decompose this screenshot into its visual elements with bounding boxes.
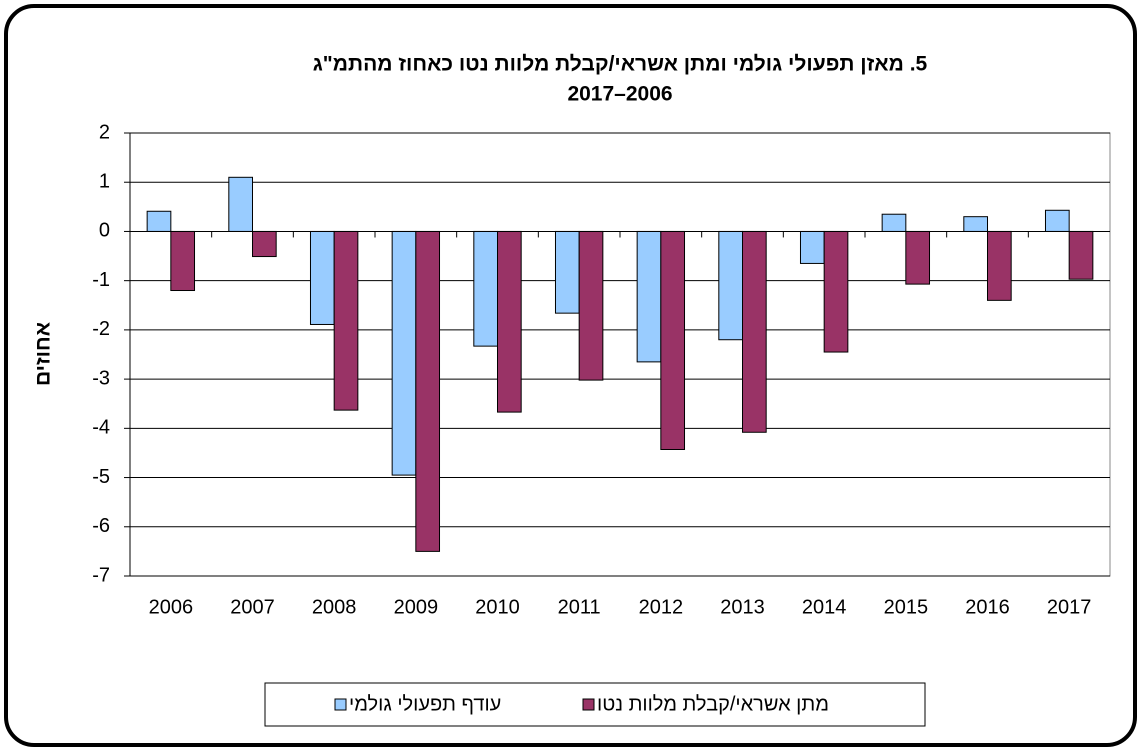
- x-tick-label: 2014: [802, 596, 847, 618]
- bar: [636, 230, 662, 363]
- x-tick-label: 2009: [394, 596, 439, 618]
- y-tick-label: -4: [92, 417, 110, 439]
- legend-label: מתן אשראי/קבלת מלוות נטו: [597, 693, 829, 715]
- bar: [228, 176, 253, 232]
- y-tick-label: -7: [92, 564, 110, 586]
- bar: [309, 230, 335, 325]
- bar: [554, 230, 580, 314]
- chart-subtitle: 2017–2006: [567, 83, 672, 106]
- y-axis-label: אחוזים: [32, 322, 55, 386]
- y-tick-label: -1: [92, 269, 110, 291]
- x-tick-label: 2011: [558, 596, 601, 618]
- bar: [799, 230, 825, 264]
- bar: [1044, 209, 1070, 232]
- chart-title: 5. מאזן תפעולי גולמי ומתן אשראי/קבלת מלו…: [313, 53, 928, 76]
- legend-swatch: [582, 698, 595, 711]
- x-tick-label: 2017: [1047, 596, 1092, 618]
- bar: [497, 230, 522, 413]
- x-tick-label: 2010: [475, 596, 520, 618]
- bar: [987, 230, 1012, 301]
- y-tick-label: -5: [92, 466, 110, 488]
- legend-label: עודף תפעולי גולמי: [349, 693, 501, 715]
- y-tick-label: 2: [99, 121, 110, 143]
- bar: [578, 230, 604, 381]
- y-tick-label: -2: [92, 318, 110, 340]
- bar: [146, 210, 172, 232]
- plot-area: [129, 132, 1111, 577]
- x-tick-label: 2012: [639, 596, 684, 618]
- y-tick-label: 1: [99, 171, 110, 193]
- bar: [742, 230, 767, 433]
- y-tick-label: 0: [99, 220, 110, 242]
- x-tick-label: 2008: [312, 596, 357, 618]
- bar: [170, 230, 196, 292]
- bar: [252, 230, 277, 258]
- legend-swatch: [334, 698, 347, 711]
- bar: [415, 230, 441, 552]
- x-tick-label: 2007: [230, 596, 275, 618]
- bar: [391, 230, 417, 476]
- bar: [963, 216, 988, 232]
- x-tick-label: 2013: [720, 596, 765, 618]
- x-tick-label: 2006: [149, 596, 194, 618]
- x-tick-label: 2015: [884, 596, 929, 618]
- bar: [1068, 230, 1094, 280]
- bar: [473, 230, 499, 347]
- y-tick-label: -3: [92, 367, 110, 389]
- y-tick-label: -6: [92, 515, 110, 537]
- legend: [264, 682, 926, 727]
- bar: [905, 230, 931, 285]
- bar: [333, 230, 359, 411]
- x-tick-label: 2016: [965, 596, 1010, 618]
- bar: [660, 230, 686, 450]
- bar: [823, 230, 849, 353]
- bar: [881, 213, 907, 232]
- bar: [718, 230, 743, 341]
